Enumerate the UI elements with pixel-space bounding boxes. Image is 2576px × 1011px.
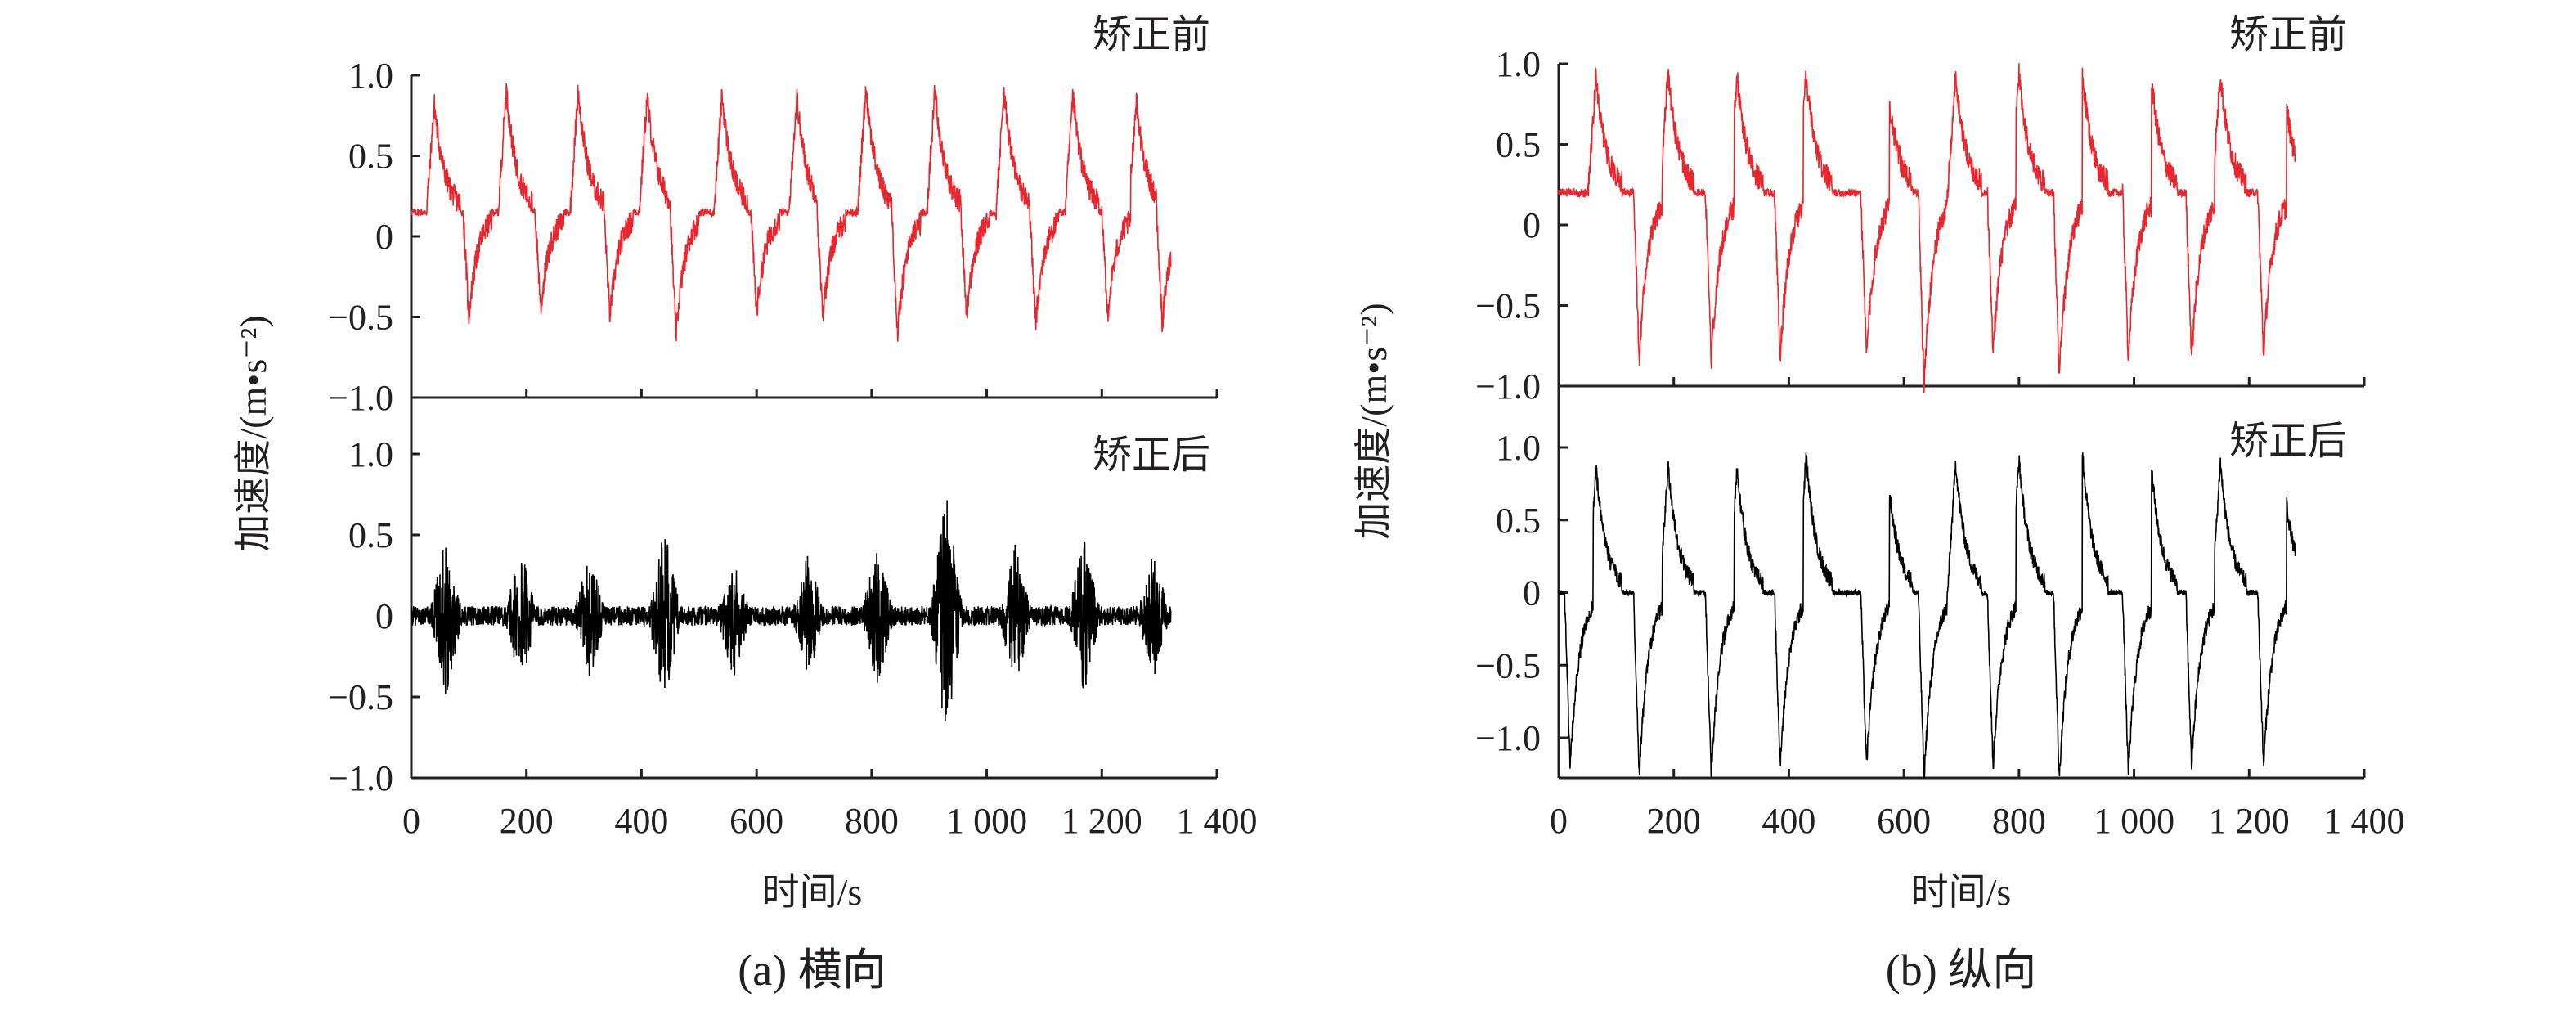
x-tick-label: 1 200	[2209, 801, 2290, 841]
y-tick-label: −0.5	[328, 677, 393, 717]
chart-a-bottom-panel-label: 矫正后	[1093, 434, 1210, 477]
x-tick-label: 1 000	[946, 801, 1027, 841]
series-line-before-correction	[1558, 63, 2296, 393]
y-tick-label: 0	[375, 217, 393, 257]
chart-b-ticks: 0 200 400 600 800 1 000 1 200 1 400 1.0 0.5 0 −0.5 −…	[1475, 44, 2404, 841]
y-tick-label: 0.5	[348, 137, 393, 177]
chart-a-y-axis-label: 加速度/(m•s⁻²)	[232, 315, 274, 551]
x-tick-label: 1 400	[1177, 801, 1258, 841]
series-line-after-correction	[411, 500, 1172, 721]
chart-a-top-series	[411, 83, 1172, 342]
y-tick-label: 0.5	[348, 515, 393, 555]
y-tick-label: −0.5	[1475, 286, 1541, 326]
y-tick-label: 1.0	[348, 434, 393, 474]
chart-a-lateral: 0 200 400 600 800 1 000 1 200 1 400 1.0 0.5 0 −0.5 −…	[232, 13, 1258, 995]
chart-a-bottom-series	[411, 500, 1172, 721]
y-tick-label: −0.5	[328, 298, 393, 338]
x-tick-label: 0	[1550, 801, 1568, 841]
chart-b-top-panel-label: 矫正前	[2229, 13, 2347, 56]
x-tick-label: 1 400	[2324, 801, 2405, 841]
x-tick-label: 800	[1992, 801, 2046, 841]
chart-b-x-axis-label: 时间/s	[1911, 871, 2012, 913]
chart-a-caption: (a) 横向	[738, 946, 886, 995]
y-tick-label: 1.0	[1496, 44, 1541, 84]
x-tick-label: 1 000	[2094, 801, 2174, 841]
y-tick-label: −1.0	[1475, 366, 1541, 407]
y-tick-label: −1.0	[1475, 718, 1541, 758]
y-tick-label: 0.5	[1496, 501, 1541, 541]
y-tick-label: 1.0	[348, 56, 393, 96]
chart-a-top-panel-label: 矫正前	[1093, 13, 1210, 56]
chart-b-y-axis-label: 加速度/(m•s⁻²)	[1353, 303, 1394, 539]
chart-b-caption: (b) 纵向	[1886, 946, 2036, 995]
x-tick-label: 400	[1761, 801, 1815, 841]
chart-b-top-series	[1558, 63, 2296, 393]
chart-a-ticks: 0 200 400 600 800 1 000 1 200 1 400 1.0 0.5 0 −0.5 −…	[328, 56, 1257, 841]
y-tick-label: −1.0	[328, 758, 393, 798]
y-tick-label: 1.0	[1496, 428, 1541, 468]
series-line-after-correction	[1558, 452, 2296, 780]
y-tick-label: 0	[375, 596, 393, 636]
y-tick-label: −1.0	[328, 378, 393, 418]
chart-a-x-axis-label: 时间/s	[762, 871, 863, 913]
y-tick-label: 0	[1523, 205, 1541, 245]
series-line-before-correction	[411, 83, 1172, 342]
y-tick-label: 0	[1523, 573, 1541, 613]
x-tick-label: 1 200	[1061, 801, 1142, 841]
x-tick-label: 400	[614, 801, 668, 841]
x-tick-label: 600	[1877, 801, 1931, 841]
chart-b-bottom-series	[1558, 452, 2296, 780]
y-tick-label: −0.5	[1475, 645, 1541, 685]
x-tick-label: 0	[402, 801, 420, 841]
chart-b-bottom-panel-label: 矫正后	[2229, 420, 2347, 463]
x-tick-label: 800	[845, 801, 899, 841]
chart-b-longitudinal: 0 200 400 600 800 1 000 1 200 1 400 1.0 0.5 0 −0.5 −…	[1353, 13, 2405, 995]
y-tick-label: 0.5	[1496, 125, 1541, 165]
x-tick-label: 200	[1647, 801, 1701, 841]
x-tick-label: 600	[729, 801, 783, 841]
x-tick-label: 200	[500, 801, 554, 841]
